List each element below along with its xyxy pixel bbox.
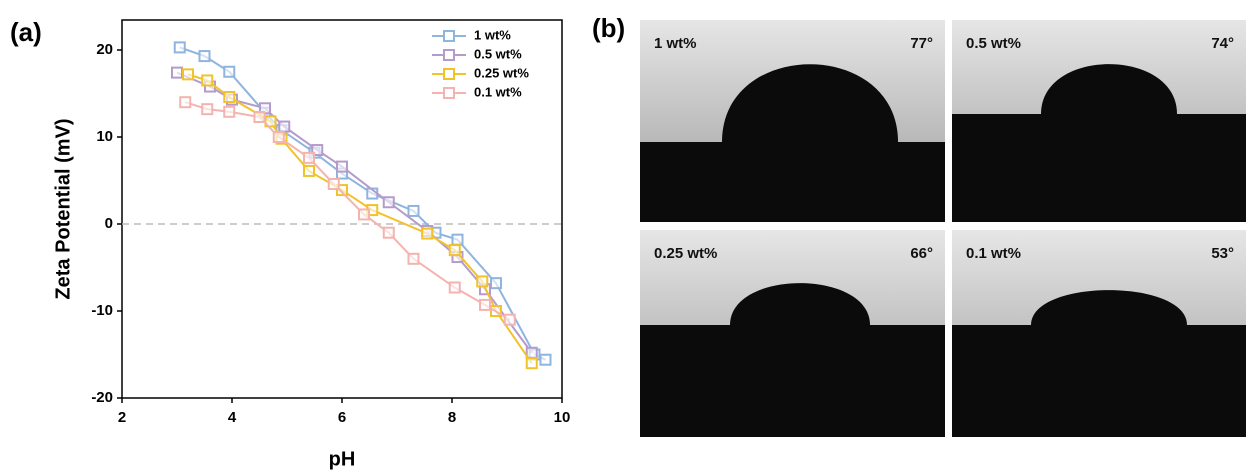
x-tick-label: 8 [448, 409, 456, 426]
marker [382, 226, 395, 239]
marker [490, 277, 502, 290]
marker [278, 120, 291, 133]
photo-label: 1 wt% [654, 35, 697, 52]
contact-angle: 66° [910, 245, 933, 262]
marker [448, 281, 461, 294]
photo-panel: 1 wt% 77° 0.5 wt% 74° 0.25 wt% 66° 0.1 wt% 53° [640, 20, 1246, 437]
y-tick-label: 0 [105, 215, 113, 232]
marker [223, 90, 236, 103]
y-tick-label: -10 [91, 302, 113, 319]
marker [201, 103, 214, 116]
marker [179, 96, 192, 109]
marker [201, 74, 214, 87]
legend-label: 0.25 wt% [474, 65, 529, 80]
marker [525, 346, 538, 359]
marker [303, 151, 315, 164]
substrate [952, 114, 1246, 222]
marker [407, 204, 420, 217]
plot: 2 4 6 8 10 -20 -10 0 10 20 pH Zeta Potential (mV) 1 … [52, 19, 571, 470]
x-axis-label: pH [329, 448, 356, 470]
x-tick-label: 4 [228, 409, 237, 426]
marker [303, 164, 315, 177]
panel-label: (b) [592, 13, 625, 43]
legend-marker [443, 30, 455, 42]
droplet [1031, 290, 1187, 325]
droplet [1041, 64, 1177, 114]
marker [223, 65, 236, 78]
photo-label: 0.5 wt% [966, 35, 1021, 52]
marker [336, 184, 348, 197]
marker [327, 177, 340, 190]
legend-marker [443, 68, 455, 80]
y-tick-label: -20 [91, 389, 113, 406]
marker [171, 66, 183, 79]
marker [525, 357, 538, 370]
marker [539, 353, 552, 366]
contact-angle: 74° [1211, 35, 1234, 52]
series-line [184, 101, 511, 321]
marker [503, 313, 516, 326]
marker [223, 105, 236, 118]
y-tick-label: 10 [96, 128, 113, 145]
x-tick-label: 6 [338, 409, 346, 426]
y-tick-label: 20 [96, 41, 113, 58]
substrate [640, 325, 945, 437]
droplet [722, 64, 898, 142]
legend-label: 1 wt% [474, 27, 511, 42]
marker [448, 244, 461, 257]
marker [421, 227, 434, 240]
x-tick-label: 10 [554, 409, 571, 426]
legend-marker [443, 49, 455, 61]
substrate [952, 325, 1246, 437]
series-line [179, 46, 546, 361]
marker [479, 298, 491, 311]
contact-angle: 53° [1211, 245, 1234, 262]
marker [253, 110, 266, 123]
marker [476, 275, 489, 288]
substrate [640, 142, 945, 222]
x-tick-label: 2 [118, 409, 126, 426]
marker [198, 50, 211, 63]
marker [382, 196, 395, 209]
marker [451, 233, 464, 246]
marker [311, 144, 324, 157]
marker [272, 131, 285, 143]
contact-angle: 77° [910, 35, 933, 52]
droplet [730, 283, 870, 325]
marker [358, 208, 370, 221]
photo-label: 0.1 wt% [966, 245, 1021, 262]
photo-label: 0.25 wt% [654, 245, 717, 262]
marker [407, 252, 420, 265]
y-axis-label: Zeta Potential (mV) [52, 118, 74, 299]
legend-label: 0.5 wt% [474, 46, 522, 61]
marker [173, 41, 186, 54]
panel-label: (a) [10, 17, 42, 47]
legend-label: 0.1 wt% [474, 84, 522, 99]
legend-marker [443, 87, 455, 99]
marker [182, 68, 194, 81]
marker [336, 160, 348, 173]
